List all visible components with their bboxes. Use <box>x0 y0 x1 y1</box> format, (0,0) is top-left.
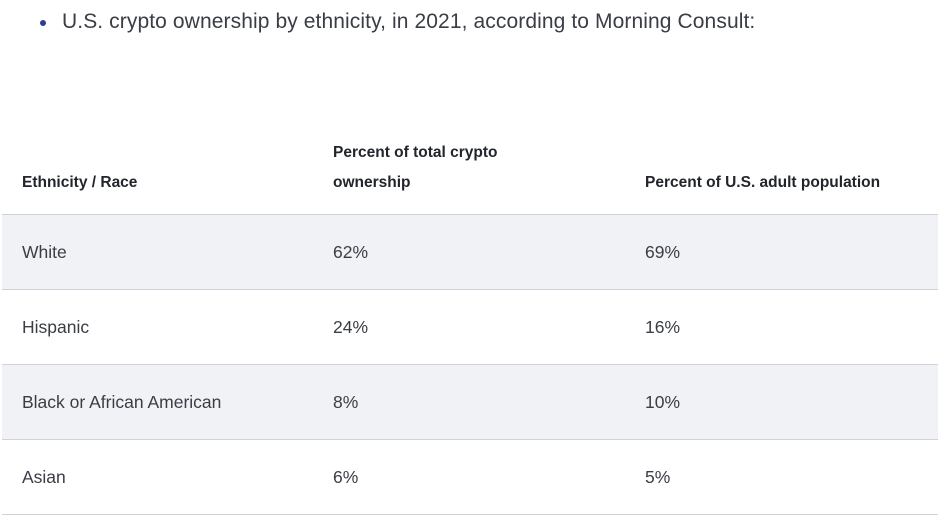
cell-population-percent: 69% <box>625 214 938 290</box>
cell-population-percent: 10% <box>625 364 938 440</box>
cell-population-percent: 16% <box>625 289 938 365</box>
table-header-row: Ethnicity / Race Percent of total crypto… <box>2 126 938 215</box>
table-row: Hispanic 24% 16% <box>2 289 938 365</box>
bullet-list-item: U.S. crypto ownership by ethnicity, in 2… <box>40 10 755 34</box>
cell-crypto-percent: 8% <box>313 364 625 440</box>
cell-crypto-percent: 24% <box>313 289 625 365</box>
cell-ethnicity: White <box>2 214 313 290</box>
cell-ethnicity: Asian <box>2 439 313 515</box>
table-row: White 62% 69% <box>2 214 938 290</box>
cell-crypto-percent: 62% <box>313 214 625 290</box>
cell-population-percent: 5% <box>625 439 938 515</box>
cell-crypto-percent: 6% <box>313 439 625 515</box>
cell-ethnicity: Hispanic <box>2 289 313 365</box>
table-row: Black or African American 8% 10% <box>2 364 938 440</box>
cell-ethnicity: Black or African American <box>2 364 313 440</box>
bullet-text: U.S. crypto ownership by ethnicity, in 2… <box>62 10 756 33</box>
column-header-ethnicity: Ethnicity / Race <box>2 126 313 215</box>
bullet-dot-icon <box>40 20 46 26</box>
column-header-adult-population: Percent of U.S. adult population <box>625 126 938 215</box>
crypto-ownership-table: Ethnicity / Race Percent of total crypto… <box>2 126 938 515</box>
table-row: Asian 6% 5% <box>2 439 938 515</box>
column-header-crypto-ownership: Percent of total crypto ownership <box>313 126 625 215</box>
